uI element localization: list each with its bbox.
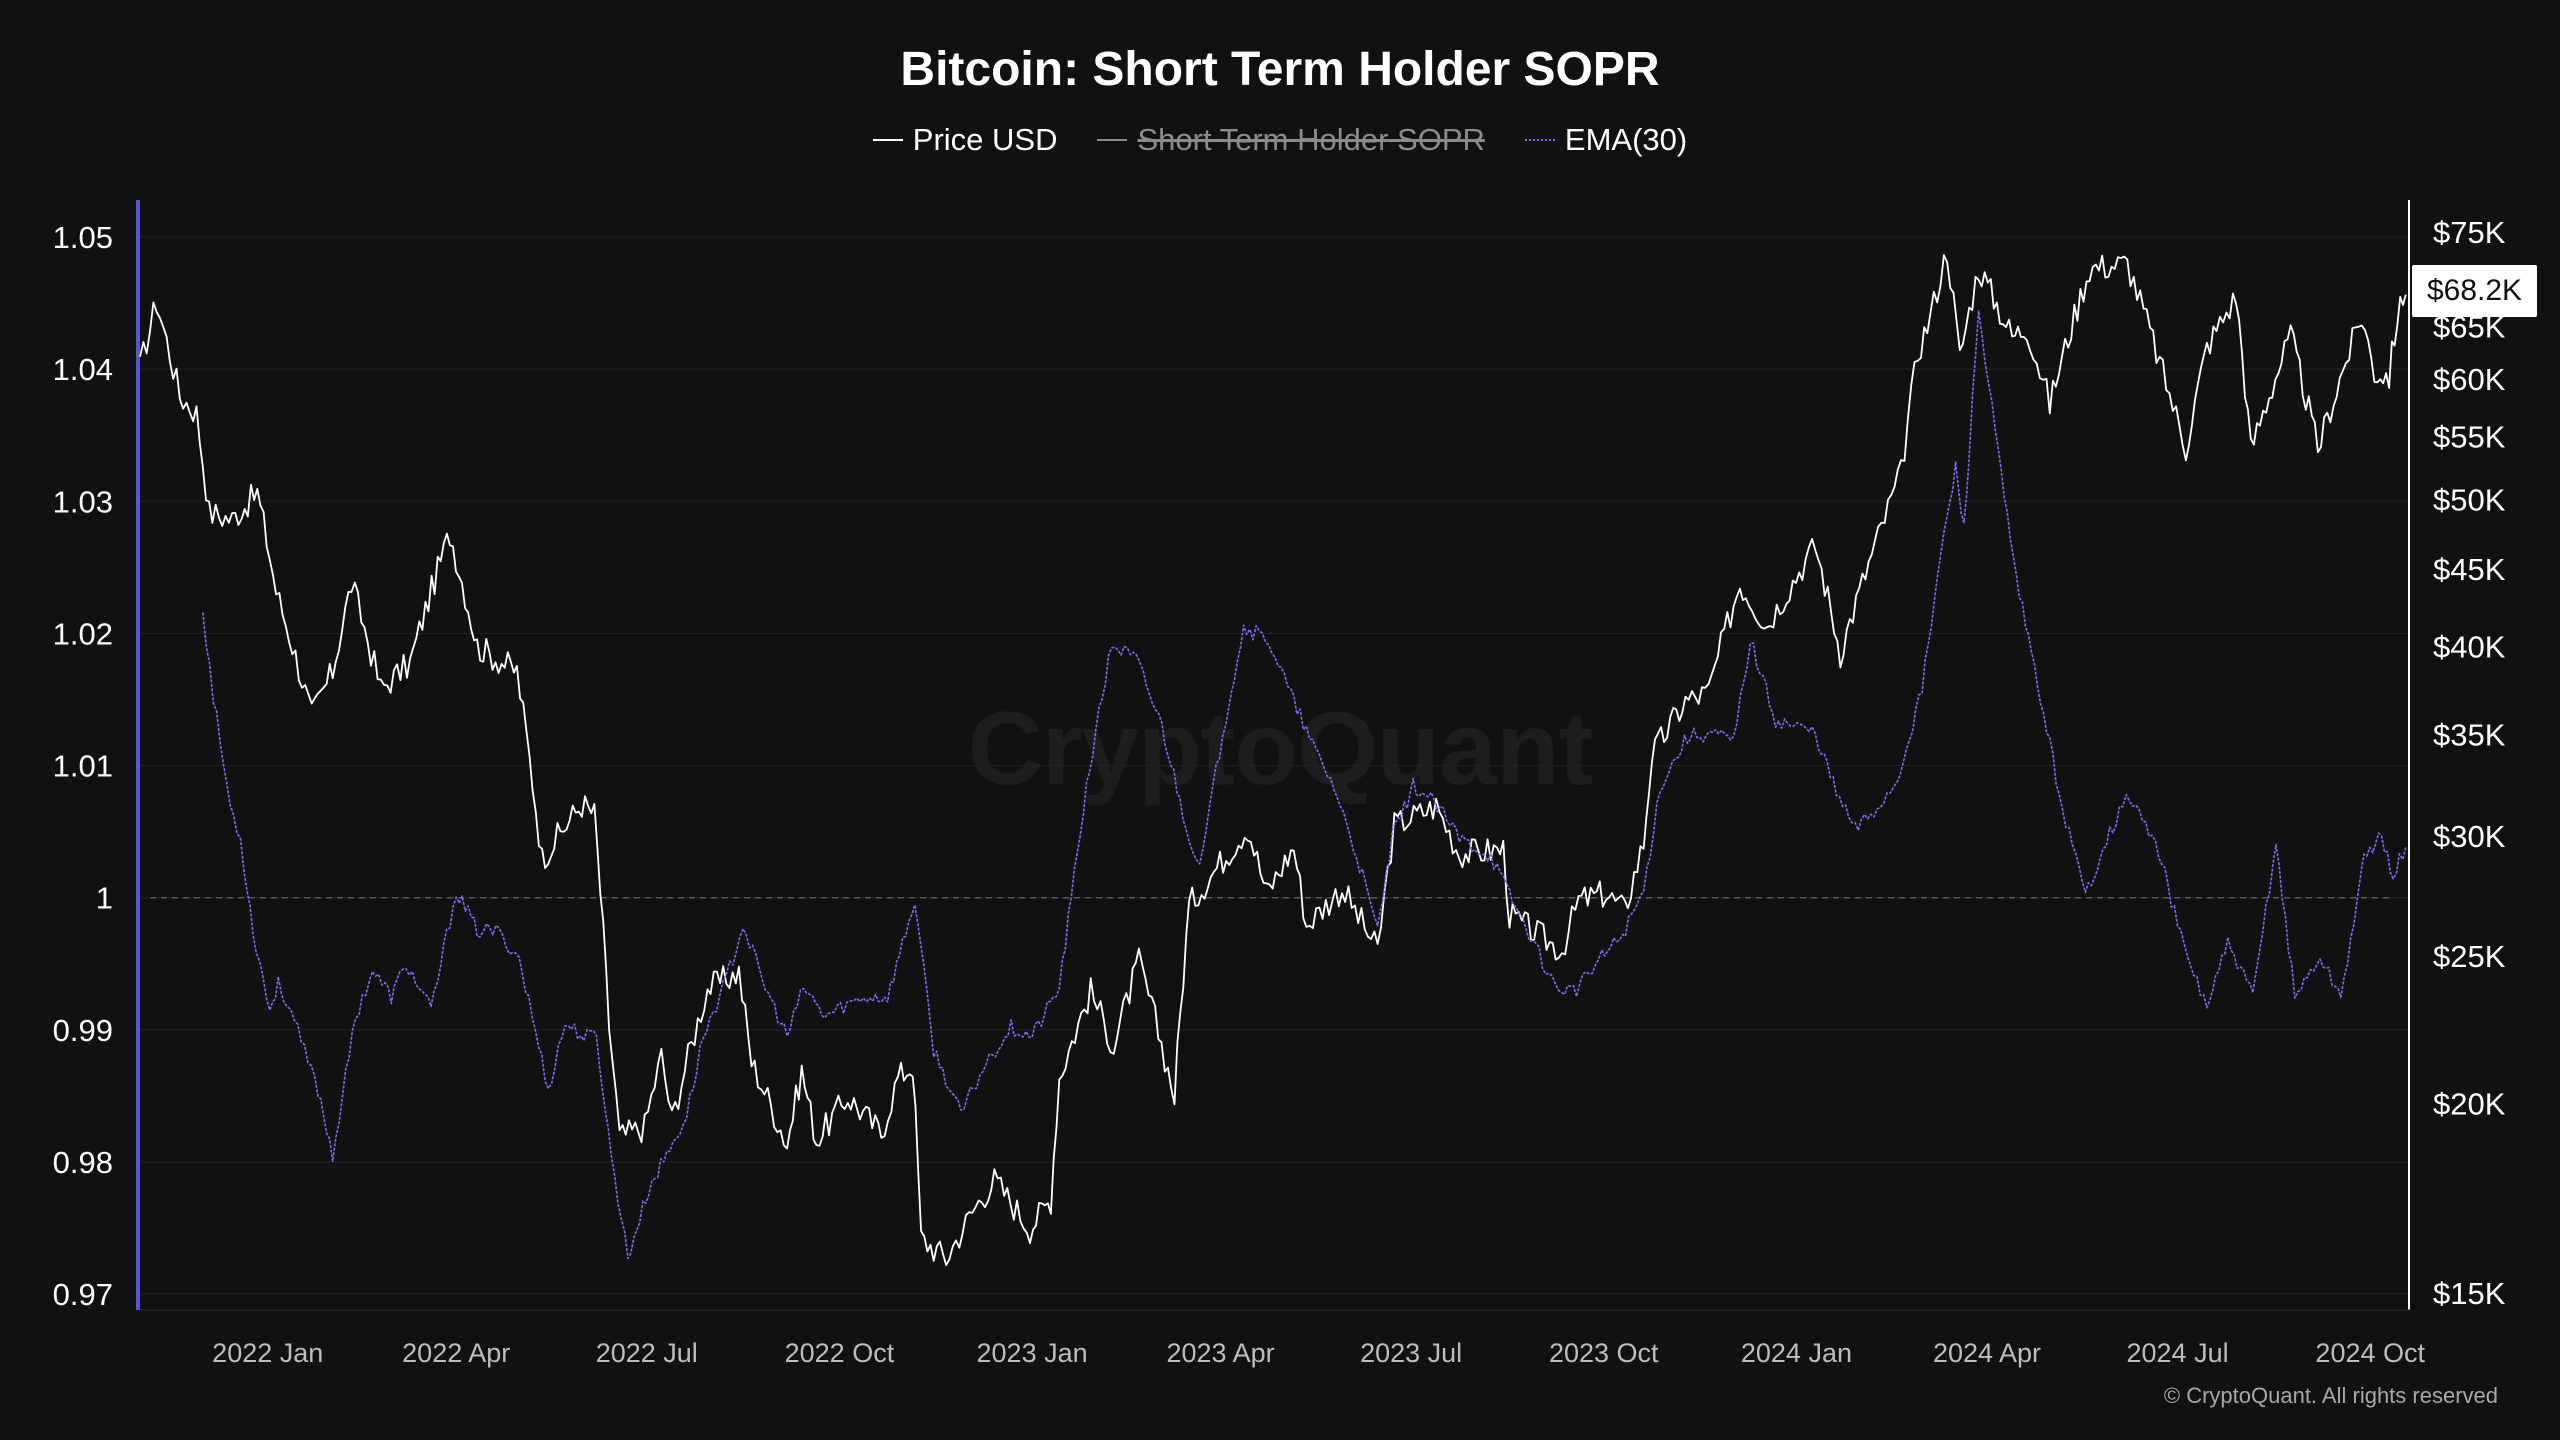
x-tick-label: 2022 Jul <box>596 1338 698 1368</box>
x-tick-label: 2023 Oct <box>1549 1338 1659 1368</box>
y-left-tick-label: 0.99 <box>53 1013 113 1048</box>
series-layer <box>139 254 2407 1267</box>
legend-item-price-usd[interactable]: Price USD <box>872 122 1058 158</box>
y-left-tick-label: 0.97 <box>53 1277 113 1312</box>
copyright-notice: © CryptoQuant. All rights reserved <box>2163 1383 2498 1408</box>
series-price-usd-line <box>139 254 2407 1267</box>
y-left-tick-label: 1.01 <box>53 749 113 784</box>
legend-label-price: Price USD <box>912 122 1058 157</box>
x-tick-label: 2023 Jan <box>977 1338 1088 1368</box>
y-right-tick-label: $75K <box>2433 215 2506 250</box>
x-tick-label: 2024 Oct <box>2315 1338 2425 1368</box>
y-left-tick-label: 1 <box>96 881 113 916</box>
series-ema30-line <box>202 310 2407 1260</box>
current-price-badge: $68.2K <box>2412 265 2537 317</box>
x-tick-label: 2022 Jan <box>212 1338 323 1368</box>
y-right-tick-label: $45K <box>2433 552 2506 587</box>
y-right-tick-label: $15K <box>2433 1276 2506 1311</box>
y-left-tick-label: 0.98 <box>53 1145 113 1180</box>
y-left-tick-label: 1.02 <box>53 616 113 651</box>
legend-swatch-sopr <box>1097 139 1128 141</box>
legend-item-ema30[interactable]: EMA(30) <box>1524 122 1688 158</box>
y-left-tick-label: 1.05 <box>53 220 113 255</box>
y-right-tick-label: $60K <box>2433 362 2506 397</box>
y-left-tick-label: 1.04 <box>53 352 113 387</box>
legend-label-ema: EMA(30) <box>1564 122 1688 157</box>
y-right-tick-label: $20K <box>2433 1086 2506 1121</box>
legend-item-sth-sopr[interactable]: Short Term Holder SOPR <box>1097 122 1485 158</box>
x-tick-label: 2024 Jan <box>1741 1338 1852 1368</box>
chart-legend: Price USD Short Term Holder SOPR EMA(30) <box>0 122 2560 158</box>
x-tick-label: 2023 Apr <box>1167 1338 1275 1368</box>
legend-swatch-price <box>872 139 903 141</box>
axes-layer <box>136 200 2410 1311</box>
y-right-tick-label: $55K <box>2433 419 2506 454</box>
x-tick-label: 2023 Jul <box>1360 1338 1462 1368</box>
y-left-tick-label: 1.03 <box>53 484 113 519</box>
chart-title: Bitcoin: Short Term Holder SOPR <box>900 43 1660 96</box>
labels-layer: 1.051.041.031.021.0110.990.980.97$75K$65… <box>53 215 2506 1368</box>
watermark: CryptoQuant <box>967 691 1594 807</box>
y-right-tick-label: $35K <box>2433 717 2506 752</box>
x-tick-label: 2022 Oct <box>785 1338 895 1368</box>
y-right-tick-label: $30K <box>2433 819 2506 854</box>
y-right-tick-label: $50K <box>2433 482 2506 517</box>
y-right-tick-label: $40K <box>2433 629 2506 664</box>
y-right-tick-label: $25K <box>2433 939 2506 974</box>
x-tick-label: 2024 Jul <box>2127 1338 2229 1368</box>
legend-swatch-ema <box>1524 139 1555 141</box>
grid-layer <box>140 236 2410 1295</box>
legend-label-sopr: Short Term Holder SOPR <box>1137 122 1485 157</box>
x-tick-label: 2024 Apr <box>1933 1338 2041 1368</box>
x-tick-label: 2022 Apr <box>402 1338 510 1368</box>
